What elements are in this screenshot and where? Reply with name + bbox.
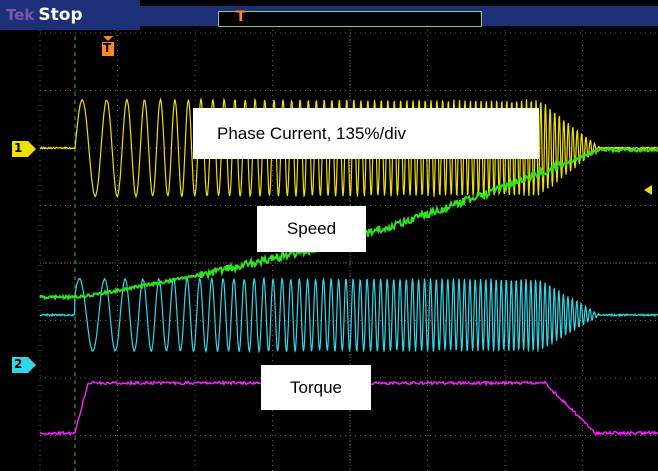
channel-2-number: 2: [14, 357, 22, 371]
phase-current-label: Phase Current, 135%/div: [193, 108, 539, 159]
channel-2-marker[interactable]: 2: [12, 357, 34, 373]
torque-label: Torque: [261, 365, 371, 410]
trigger-marker-label: T: [103, 41, 111, 55]
channel-1-marker[interactable]: 1: [12, 141, 34, 157]
channel2-waveform: [40, 278, 658, 351]
speed-label: Speed: [257, 206, 366, 252]
trigger-position-marker[interactable]: T: [100, 36, 116, 58]
channel-1-number: 1: [14, 141, 22, 155]
offscreen-level-arrow: [644, 185, 652, 195]
